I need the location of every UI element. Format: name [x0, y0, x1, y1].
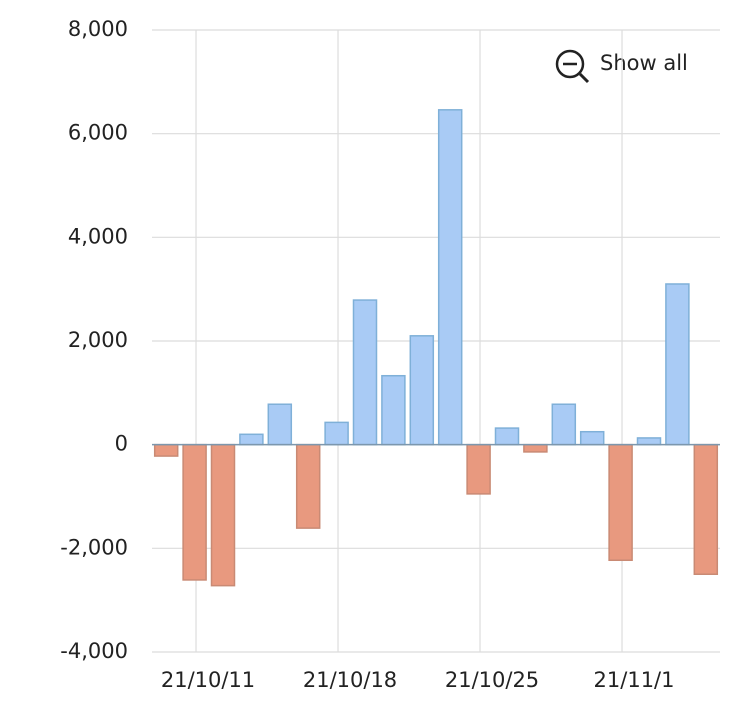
zoom-icon-handle: [578, 72, 590, 84]
y-tick-label: 0: [115, 432, 128, 456]
bar: [182, 443, 207, 581]
bar: [494, 427, 520, 446]
bar: [324, 421, 349, 446]
bar: [153, 443, 179, 457]
bar: [352, 299, 378, 446]
bar: [437, 109, 463, 446]
bar: [466, 443, 491, 495]
y-tick-label: 2,000: [68, 328, 128, 352]
bar: [551, 403, 577, 446]
y-tick-label: -2,000: [60, 535, 128, 559]
y-tick-label: -4,000: [60, 639, 128, 663]
y-tick-label: 4,000: [68, 224, 128, 248]
zoom-icon: [555, 49, 585, 79]
x-tick-label: 21/10/11: [161, 668, 255, 692]
bar: [295, 443, 321, 529]
x-tick-label: 21/10/25: [445, 668, 539, 692]
y-tick-label: 8,000: [68, 17, 128, 41]
show-all-button[interactable]: Show all: [555, 49, 688, 84]
bar: [608, 443, 633, 562]
bar: [665, 283, 690, 446]
x-tick-label: 21/10/18: [303, 668, 397, 692]
y-tick-label: 6,000: [68, 121, 128, 145]
bar: [523, 443, 548, 453]
bar: [409, 335, 435, 446]
bar: [693, 443, 719, 575]
bar: [210, 443, 236, 587]
bar: [636, 437, 662, 446]
bar: [579, 430, 605, 446]
show-all-label[interactable]: Show all: [600, 51, 688, 75]
bar: [381, 374, 406, 446]
bar: [239, 433, 264, 446]
x-tick-label: 21/11/1: [594, 668, 675, 692]
bar: [267, 403, 293, 446]
